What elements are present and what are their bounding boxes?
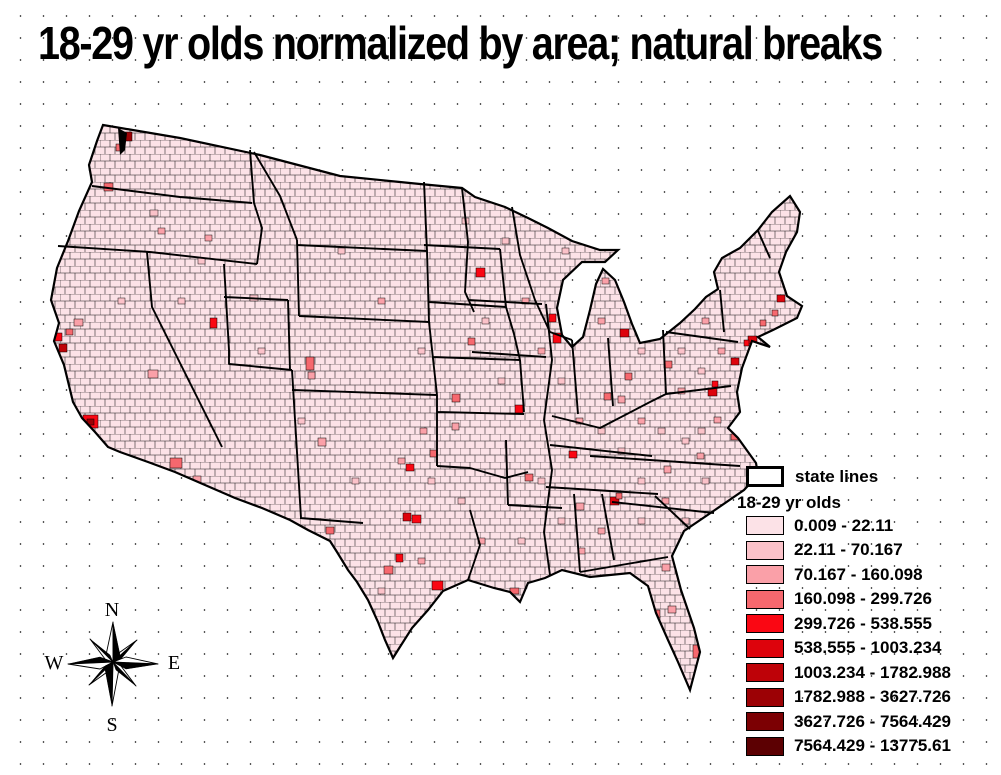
legend-range-label: 0.009 - 22.11	[794, 515, 894, 535]
legend-class-row: 1782.988 - 3627.726	[746, 687, 951, 707]
legend-swatch	[746, 614, 784, 633]
us-landmass	[51, 125, 802, 690]
legend-range-label: 538.555 - 1003.234	[794, 638, 942, 657]
state-lines-label: state lines	[795, 466, 879, 486]
legend-swatch	[746, 589, 784, 609]
legend-range-label: 70.167 - 160.098	[794, 564, 923, 584]
legend-range-label: 3627.726 - 7564.429	[794, 711, 951, 731]
legend-class-row: 7564.429 - 13775.61	[746, 736, 951, 756]
legend-swatch	[746, 687, 784, 707]
legend-class-row: 299.726 - 538.555	[746, 614, 951, 633]
compass-north-label: N	[105, 599, 119, 621]
legend-class-row: 22.11 - 70.167	[746, 540, 951, 560]
compass-east-label: E	[168, 652, 180, 674]
legend-swatch	[746, 663, 784, 682]
legend-swatch	[746, 736, 784, 756]
compass-west-label: W	[45, 652, 64, 674]
legend-swatch	[746, 516, 784, 535]
legend-swatch	[746, 565, 784, 584]
compass-south-label: S	[106, 714, 117, 736]
legend-class-row: 160.098 - 299.726	[746, 589, 951, 609]
compass-rose-icon: N E S W	[45, 599, 181, 736]
metro-hotspots	[52, 128, 786, 659]
legend-range-label: 1003.234 - 1782.988	[794, 662, 951, 682]
legend-state-lines-entry: state lines	[746, 466, 878, 487]
legend-range-label: 7564.429 - 13775.61	[794, 736, 951, 755]
state-lines-swatch	[746, 466, 784, 487]
legend-class-row: 0.009 - 22.11	[746, 516, 951, 535]
legend-range-label: 299.726 - 538.555	[794, 613, 933, 633]
legend-layer-title: 18-29 yr olds	[737, 493, 841, 512]
legend-swatch	[746, 638, 784, 658]
legend-swatch	[746, 540, 784, 560]
legend-range-label: 1782.988 - 3627.726	[794, 687, 951, 706]
legend-class-list: 0.009 - 22.11 22.11 - 70.167 70.167 - 160.…	[746, 516, 951, 761]
state-boundary-lines	[57, 149, 771, 581]
legend-class-row: 538.555 - 1003.234	[746, 638, 951, 658]
legend-class-row: 70.167 - 160.098	[746, 565, 951, 584]
legend-class-row: 3627.726 - 7564.429	[746, 712, 951, 731]
legend-range-label: 160.098 - 299.726	[794, 589, 933, 608]
map-title: 18-29 yr olds normalized by area; natura…	[38, 17, 883, 69]
legend-class-row: 1003.234 - 1782.988	[746, 663, 951, 682]
legend-range-label: 22.11 - 70.167	[794, 540, 903, 559]
legend-swatch	[746, 712, 784, 731]
